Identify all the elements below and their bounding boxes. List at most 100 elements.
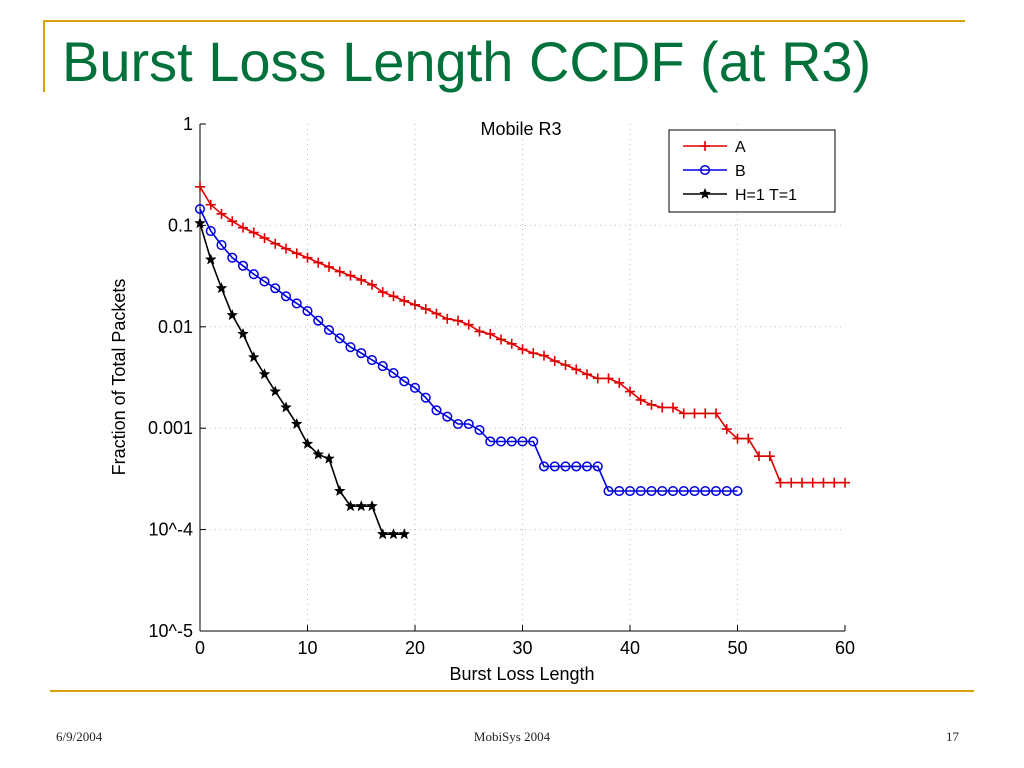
series-a-point bbox=[635, 394, 646, 405]
y-tick-label: 0.1 bbox=[168, 215, 193, 235]
series-h1t1-point bbox=[312, 448, 325, 460]
series-b-point bbox=[399, 376, 410, 387]
series-a-point bbox=[356, 274, 367, 285]
series-a-point bbox=[324, 261, 334, 272]
y-tick-label: 10^-5 bbox=[149, 621, 193, 641]
y-tick-label: 0.01 bbox=[158, 317, 193, 337]
series-a-point bbox=[367, 279, 377, 290]
series-a-point bbox=[528, 348, 539, 359]
series-a-point bbox=[582, 369, 592, 380]
series-b-point bbox=[571, 461, 582, 472]
series-a-point bbox=[711, 408, 721, 419]
series-a-point bbox=[506, 338, 517, 349]
series-a-point bbox=[721, 424, 732, 435]
series-b-point bbox=[194, 203, 206, 215]
series-b-point bbox=[409, 382, 421, 393]
x-tick-label: 0 bbox=[195, 638, 205, 658]
series-a-point bbox=[496, 334, 506, 345]
footer-page-number: 17 bbox=[946, 729, 959, 744]
series-b-point bbox=[485, 436, 496, 447]
y-tick-label: 1 bbox=[183, 114, 193, 134]
series-a-point bbox=[205, 199, 216, 210]
series-a-point bbox=[345, 270, 356, 281]
series-b-point bbox=[463, 418, 474, 430]
series-b-point bbox=[291, 298, 302, 309]
series-h1t1-point bbox=[355, 499, 368, 512]
series-a-point bbox=[420, 303, 431, 314]
series-b-point bbox=[302, 305, 313, 317]
legend-h1t1-label: H=1 T=1 bbox=[735, 187, 797, 204]
series-b-point bbox=[366, 354, 378, 366]
series-b-point bbox=[581, 461, 593, 472]
series-a-point bbox=[732, 433, 743, 444]
series-a-point bbox=[775, 477, 786, 488]
series-a-point bbox=[539, 350, 549, 361]
series-a-point bbox=[270, 238, 281, 249]
series-h1t1-point bbox=[387, 527, 400, 540]
series-a-point bbox=[797, 477, 807, 488]
series-b-point bbox=[452, 418, 464, 430]
series-b-point bbox=[216, 240, 227, 251]
series-b-point bbox=[227, 252, 238, 263]
series-b-point bbox=[635, 485, 646, 497]
series-a-point bbox=[227, 216, 238, 227]
ccdf-chart: 0 10 20 30 40 50 60 1 0.1 0.01 0.001 10^-4 10^-5 Burs… bbox=[109, 114, 855, 684]
series-a-point bbox=[453, 315, 463, 326]
series-a-point bbox=[754, 451, 764, 462]
series-b-point bbox=[270, 283, 281, 294]
series-b-point bbox=[603, 485, 614, 497]
legend-h1t1-marker bbox=[699, 187, 711, 199]
series-a-point bbox=[334, 266, 345, 277]
series-a-point bbox=[625, 386, 635, 397]
series-h1t1-point bbox=[290, 417, 303, 430]
x-axis-label: Burst Loss Length bbox=[449, 664, 594, 684]
y-tick-label: 0.001 bbox=[148, 418, 193, 438]
left-accent-line bbox=[43, 20, 45, 92]
series-b-point bbox=[517, 436, 528, 447]
series-a-point bbox=[431, 308, 442, 319]
series-a-point bbox=[388, 291, 399, 302]
series-a-point bbox=[377, 287, 388, 298]
y-tick-label: 10^-4 bbox=[149, 520, 193, 540]
series-a-point bbox=[603, 373, 614, 384]
series-b-point bbox=[528, 436, 539, 447]
series-h1t1-point bbox=[333, 484, 346, 497]
series-a-point bbox=[689, 408, 700, 419]
series-a-point bbox=[668, 402, 678, 413]
series-a-point bbox=[216, 208, 227, 219]
series-h1t1-point bbox=[247, 351, 260, 363]
legend-b-marker bbox=[699, 164, 711, 176]
series-b-point bbox=[388, 367, 399, 379]
footer-date: 6/9/2004 bbox=[56, 729, 103, 744]
series-b-point bbox=[506, 436, 517, 447]
series-b-point bbox=[280, 291, 292, 302]
x-tick-label: 30 bbox=[512, 638, 532, 658]
series-h1t1-point bbox=[215, 281, 228, 294]
series-b-point bbox=[259, 276, 270, 287]
series-a-point bbox=[248, 227, 259, 238]
series-b-point bbox=[689, 485, 700, 497]
series-a-point bbox=[657, 402, 668, 413]
x-tick-label: 60 bbox=[835, 638, 855, 658]
x-tick-label: 40 bbox=[620, 638, 640, 658]
series-a-point bbox=[485, 328, 496, 339]
series-h1t1-point bbox=[204, 253, 217, 265]
series-a-point bbox=[807, 477, 818, 488]
series-h1t1-point bbox=[226, 308, 239, 321]
series-b-point bbox=[495, 436, 507, 447]
series-h1t1-point bbox=[237, 327, 249, 339]
series-b-point bbox=[646, 485, 657, 497]
x-tick-label: 20 bbox=[405, 638, 425, 658]
series-b-point bbox=[678, 485, 689, 497]
series-a-point bbox=[313, 257, 324, 268]
series-a-point bbox=[259, 233, 270, 244]
footer-conference: MobiSys 2004 bbox=[473, 729, 551, 744]
series-h1t1-line bbox=[199, 223, 405, 535]
series-a-point bbox=[281, 243, 291, 254]
series-b-point bbox=[624, 485, 636, 497]
series-b-point bbox=[538, 461, 550, 472]
series-b-point bbox=[592, 461, 603, 472]
series-a-point bbox=[302, 252, 313, 263]
title-mask bbox=[50, 100, 850, 120]
series-a-point bbox=[646, 399, 657, 410]
